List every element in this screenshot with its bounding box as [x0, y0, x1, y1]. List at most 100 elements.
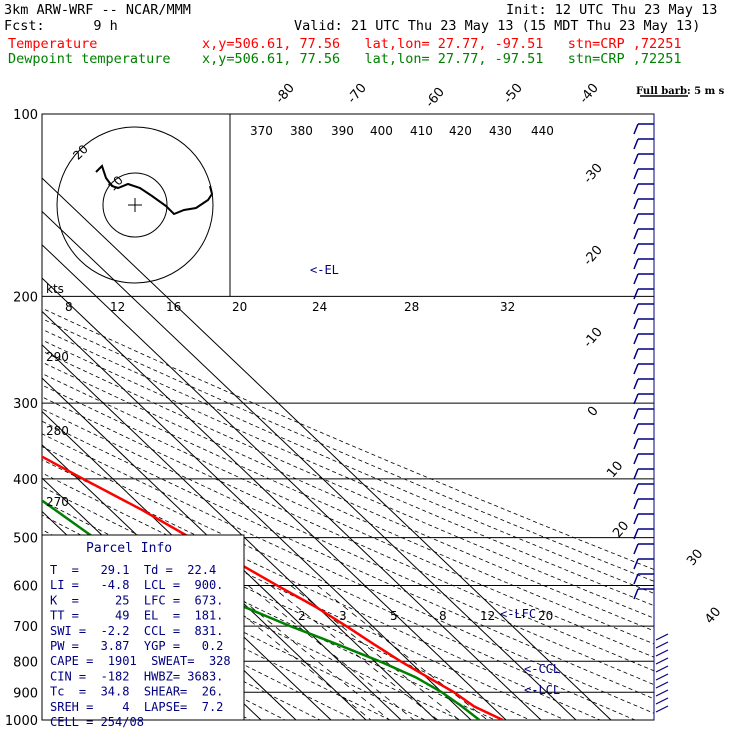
pressure-label-1000: 1000 [5, 714, 38, 729]
dry-adiabat-line [42, 433, 654, 714]
ccl-marker: <-CCL [524, 662, 560, 676]
mixing-ratio-label-12: 12 [480, 609, 495, 623]
pressure-label-700: 700 [13, 620, 38, 635]
wind-barb-flag [633, 363, 639, 375]
barb-legend-label: Full barb: 5 m s [636, 86, 725, 97]
theta-label-440: 440 [531, 124, 554, 138]
pressure-label-800: 800 [13, 655, 38, 670]
wind-barb-flag [633, 393, 639, 405]
model-title: 3km ARW-WRF -- NCAR/MMM [4, 2, 191, 18]
wind-barb-flag [633, 573, 639, 585]
wind-barb [655, 681, 669, 689]
parcel-info-row: PW = 3.87 YGP = 0.2 [50, 639, 223, 653]
dry-adiabat-line [42, 500, 496, 720]
wind-barb [655, 641, 669, 649]
wind-barb [655, 665, 669, 673]
isotherm-label--50: -50 [501, 81, 526, 107]
isotherm-label--40: -40 [577, 81, 602, 107]
parcel-info-row: TT = 49 EL = 181. [50, 609, 223, 623]
parcel-info-row: CAPE = 1901 SWEAT= 328 [50, 654, 231, 668]
wind-barb-flag [633, 453, 639, 465]
pressure-label-400: 400 [13, 473, 38, 488]
dry-adiabat-line [42, 361, 654, 632]
theta-label-420: 420 [449, 124, 472, 138]
wind-barb-flag [633, 273, 639, 285]
isotherm-line [42, 244, 542, 720]
theta-label-270: 270 [46, 495, 69, 509]
pressure-label-300: 300 [13, 397, 38, 412]
wind-barb-flag [633, 483, 639, 495]
isotherm-line [42, 344, 437, 720]
theta-label-380: 380 [290, 124, 313, 138]
wind-barb-flag [633, 498, 639, 510]
parcel-info-row: SWI = -2.2 CCL = 831. [50, 624, 223, 638]
dry-adiabat-line [42, 529, 426, 720]
pressure-label-600: 600 [13, 580, 38, 595]
theta-label-290: 290 [46, 350, 69, 364]
theta-label-370: 370 [250, 124, 273, 138]
wind-barb-flag [633, 543, 639, 555]
isotherm-label-40: 40 [702, 605, 724, 627]
wind-barb-flag [633, 348, 639, 360]
wind-barb-flag [633, 138, 639, 150]
parcel-info-row: Tc = 34.8 SHEAR= 26. [50, 685, 223, 699]
wind-barb [655, 689, 669, 697]
dewpoint-legend-label: Dewpoint temperature [8, 51, 171, 67]
wind-barb-flag [633, 333, 639, 345]
dry-adiabat-line [42, 396, 654, 672]
wind-barb-flag [633, 468, 639, 480]
mixing-ratio-line [270, 585, 439, 720]
parcel-markers: <-EL <-LFC <-CCL <-LCL [310, 263, 560, 697]
wind-barb-flag [633, 513, 639, 525]
dewpoint-legend-location: x,y=506.61, 77.56 lat,lon= 27.77, -97.51… [202, 51, 682, 67]
isotherm-line [42, 377, 402, 720]
wind-barb-flag [633, 528, 639, 540]
speed-label-12: 12 [110, 300, 125, 314]
theta-label-430: 430 [489, 124, 512, 138]
isotherm-label--80: -80 [273, 81, 298, 107]
theta-label-400: 400 [370, 124, 393, 138]
speed-label-16: 16 [166, 300, 181, 314]
wind-barb-flag [633, 588, 639, 600]
wind-barb-flag [633, 378, 639, 390]
dry-adiabat-line [42, 350, 654, 619]
isotherm-line [42, 410, 367, 720]
theta-label-390: 390 [331, 124, 354, 138]
wind-barb-flag [633, 408, 639, 420]
mixing-ratio-label-2: 2 [298, 609, 306, 623]
pressure-label-500: 500 [13, 532, 38, 547]
wind-barb [655, 633, 669, 641]
wind-barb [655, 705, 669, 713]
dry-adiabat-line [42, 339, 654, 607]
wind-barb [655, 657, 669, 665]
speed-label-32: 32 [500, 300, 515, 314]
wind-barb-flag [633, 153, 639, 165]
wind-barb-flag [633, 258, 639, 270]
hodograph-units: kts [46, 282, 64, 296]
speed-label-8: 8 [65, 300, 73, 314]
pressure-label-100: 100 [13, 108, 38, 123]
forecast-hour: Fcst: 9 h [4, 18, 118, 34]
wind-barb-flag [633, 213, 639, 225]
temperature-legend-location: x,y=506.61, 77.56 lat,lon= 27.77, -97.51… [202, 36, 682, 52]
speed-label-24: 24 [312, 300, 327, 314]
wind-barb-flag [633, 183, 639, 195]
isotherm-line [42, 277, 507, 720]
parcel-info-row: SREH = 4 LAPSE= 7.2 [50, 700, 223, 714]
theta-label-410: 410 [410, 124, 433, 138]
dry-adiabat-line [42, 373, 654, 645]
theta-label-280: 280 [46, 424, 69, 438]
wind-barb [655, 649, 669, 657]
el-marker: <-EL [310, 263, 339, 277]
wind-barb-flag [633, 423, 639, 435]
parcel-info-row: K = 25 LFC = 673. [50, 593, 223, 607]
speed-label-28: 28 [404, 300, 419, 314]
wind-barb [655, 697, 669, 705]
wind-barb-flag [633, 438, 639, 450]
init-time: Init: 12 UTC Thu 23 May 13 [506, 2, 718, 18]
lfc-marker: <-LFC [500, 607, 536, 621]
pressure-label-200: 200 [13, 290, 38, 305]
dry-adiabat-line [42, 446, 636, 720]
pressure-labels: 100 200 300 400 500 600 700 800 900 1000 [5, 108, 38, 729]
